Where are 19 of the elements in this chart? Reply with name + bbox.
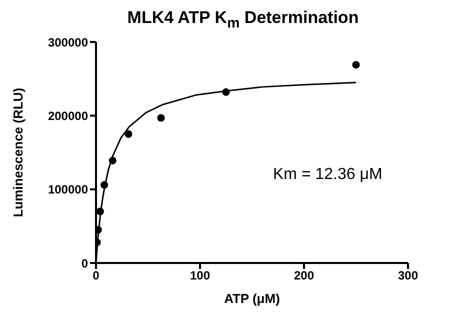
point [157,114,165,122]
annotation: Km = 12.36 μM [273,166,382,184]
x-tick-label: 200 [294,268,314,283]
y-tick-label: 100000 [48,182,88,197]
y-axis-title: Luminescence (RLU) [10,88,26,218]
y-tick-label: 200000 [48,108,88,123]
y-tick-label: 300000 [48,35,88,50]
point [124,130,132,138]
point [96,208,104,216]
y-tick-label: 0 [81,256,88,270]
point [100,181,108,189]
x-tick-label: 100 [190,268,210,283]
x-axis-title: ATP (μM) [224,291,280,306]
point [108,156,116,164]
x-tick-label: 300 [398,268,418,283]
x-tick-label: 0 [92,268,100,283]
point [352,61,360,69]
point [222,88,230,96]
chart-title: MLK4 ATP K$_{m}$ Determination [126,8,360,32]
